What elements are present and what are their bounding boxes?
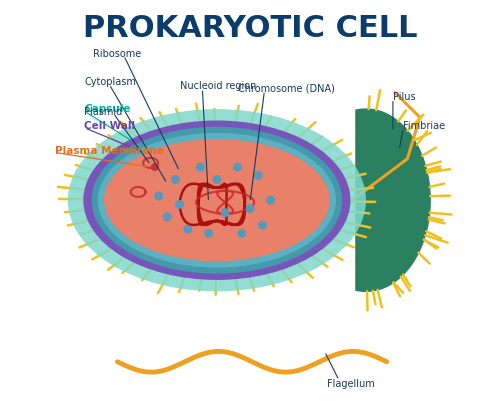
Text: PROKARYOTIC CELL: PROKARYOTIC CELL	[83, 14, 417, 43]
Ellipse shape	[98, 133, 336, 268]
Text: Flagellum: Flagellum	[326, 379, 374, 389]
Circle shape	[176, 201, 184, 208]
Ellipse shape	[92, 127, 342, 274]
Text: Cytoplasm: Cytoplasm	[84, 77, 136, 87]
Circle shape	[155, 192, 162, 200]
Circle shape	[267, 196, 274, 204]
Circle shape	[152, 164, 158, 171]
Circle shape	[246, 205, 254, 212]
Circle shape	[196, 163, 204, 171]
Text: Pilus: Pilus	[393, 92, 415, 102]
Circle shape	[258, 221, 266, 229]
Ellipse shape	[84, 121, 350, 280]
Ellipse shape	[68, 109, 366, 291]
Text: Capsule: Capsule	[84, 104, 131, 114]
Text: Plasmid: Plasmid	[84, 107, 122, 117]
Text: Chromosome (DNA): Chromosome (DNA)	[238, 83, 334, 93]
Circle shape	[184, 226, 192, 233]
Text: Cell Wall: Cell Wall	[84, 121, 136, 131]
Ellipse shape	[104, 139, 330, 261]
Circle shape	[205, 230, 212, 237]
Circle shape	[234, 163, 241, 171]
Circle shape	[172, 176, 179, 183]
Text: Ribosome: Ribosome	[92, 49, 141, 58]
Circle shape	[222, 209, 229, 216]
Circle shape	[254, 172, 262, 179]
Circle shape	[164, 213, 171, 221]
Text: Fimbriae: Fimbriae	[404, 121, 446, 131]
Circle shape	[213, 176, 220, 183]
Polygon shape	[356, 109, 430, 291]
Circle shape	[238, 230, 246, 237]
Text: Plasma Membrane: Plasma Membrane	[56, 146, 164, 156]
Text: Nucleoid region: Nucleoid region	[180, 81, 256, 91]
